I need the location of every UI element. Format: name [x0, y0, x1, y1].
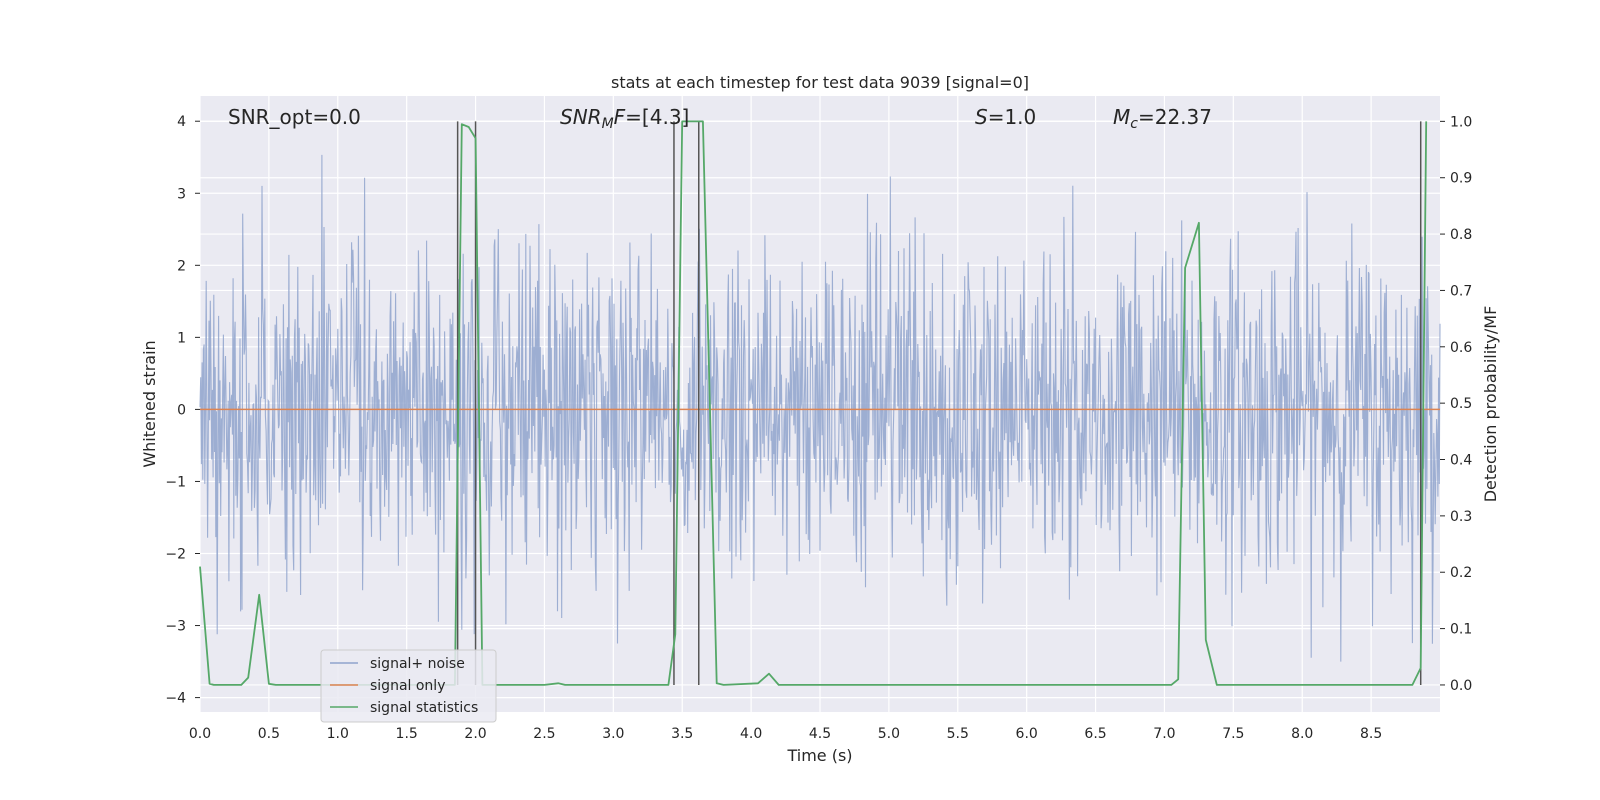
y2-tick-label: 0.9: [1450, 171, 1472, 187]
y-tick-label: 2: [177, 258, 186, 274]
y-tick-labels: −4 −3 −2 −1 0 1 2 3 4: [165, 114, 200, 707]
x-tick-label: 3.5: [671, 726, 693, 742]
y-tick-label: 0: [177, 402, 186, 418]
y2-tick-label: 0.2: [1450, 565, 1472, 581]
annotation-snr-mf: SNRMF=[4.3]: [560, 105, 689, 132]
annotation-s-value: =1.0: [988, 105, 1037, 129]
annotation-mc-sub: c: [1130, 116, 1138, 132]
annotation-snr-opt: SNR_opt=0.0: [228, 105, 361, 129]
x-tick-label: 3.0: [602, 726, 624, 742]
legend-label-signal-noise: signal+ noise: [370, 656, 465, 672]
y2-axis-label: Detection probability/MF: [1481, 306, 1500, 503]
legend: signal+ noise signal only signal statist…: [320, 649, 497, 723]
chart-title: stats at each timestep for test data 903…: [611, 73, 1029, 92]
y-axis-label: Whitened strain: [140, 340, 159, 467]
y-tick-label: 3: [177, 186, 186, 202]
annotation-s: S=1.0: [975, 105, 1036, 129]
annotation-mc-value: =22.37: [1138, 105, 1212, 129]
annotation-snr-mf-sub: M: [602, 116, 614, 132]
y-tick-label: −1: [165, 474, 186, 490]
y2-tick-label: 1.0: [1450, 114, 1472, 130]
x-tick-label: 2.5: [533, 726, 555, 742]
annotation-snr-mf-italic: SNR: [560, 105, 602, 129]
y-tick-label: 4: [177, 114, 186, 130]
x-tick-label: 6.5: [1084, 726, 1106, 742]
x-tick-label: 2.0: [464, 726, 486, 742]
noise-trace: [199, 154, 1441, 662]
x-tick-label: 5.5: [947, 726, 969, 742]
y-tick-label: −3: [165, 619, 186, 635]
legend-box: [320, 649, 497, 723]
y2-tick-label: 0.3: [1450, 509, 1472, 525]
legend-label-signal-only: signal only: [370, 678, 445, 694]
y2-tick-label: 0.5: [1450, 396, 1472, 412]
annotation-mc-italic: M: [1113, 105, 1130, 129]
x-tick-label: 4.0: [740, 726, 762, 742]
annotation-mc: Mc=22.37: [1113, 105, 1212, 132]
x-tick-label: 1.0: [327, 726, 349, 742]
x-tick-labels: 0.0 0.5 1.0 1.5 2.0 2.5 3.0 3.5 4.0 4.5 5.0 5.5 6.0 6…: [189, 726, 1382, 742]
y-tick-label: 1: [177, 330, 186, 346]
y2-tick-label: 0.6: [1450, 340, 1472, 356]
series-signal-noise-line: [199, 154, 1441, 662]
legend-label-signal-statistics: signal statistics: [370, 700, 478, 716]
y2-tick-label: 0.4: [1450, 453, 1472, 469]
x-tick-label: 5.0: [878, 726, 900, 742]
annotation-snr-mf-italic2: F: [614, 105, 626, 129]
y2-tick-labels: 0.0 0.1 0.2 0.3 0.4 0.5 0.6 0.7 0.8 0.9 1.0: [1440, 114, 1472, 694]
y-tick-label: −4: [165, 691, 186, 707]
x-tick-label: 7.5: [1222, 726, 1244, 742]
y2-tick-label: 0.1: [1450, 622, 1472, 638]
x-tick-label: 7.0: [1153, 726, 1175, 742]
x-tick-label: 0.0: [189, 726, 211, 742]
x-tick-label: 1.5: [396, 726, 418, 742]
annotation-s-italic: S: [975, 105, 988, 129]
series-signal-statistics-line: [199, 120, 1428, 686]
y2-tick-label: 0.8: [1450, 227, 1472, 243]
annotation-snr-mf-value: =[4.3]: [625, 105, 689, 129]
x-tick-label: 4.5: [809, 726, 831, 742]
y2-tick-label: 0.7: [1450, 283, 1472, 299]
x-tick-label: 8.5: [1360, 726, 1382, 742]
x-axis-label: Time (s): [786, 746, 852, 765]
y2-tick-label: 0.0: [1450, 678, 1472, 694]
x-tick-label: 8.0: [1291, 726, 1313, 742]
signal-statistics-trace: [199, 120, 1428, 686]
x-tick-label: 6.0: [1016, 726, 1038, 742]
x-tick-label: 0.5: [258, 726, 280, 742]
y-tick-label: −2: [165, 546, 186, 562]
